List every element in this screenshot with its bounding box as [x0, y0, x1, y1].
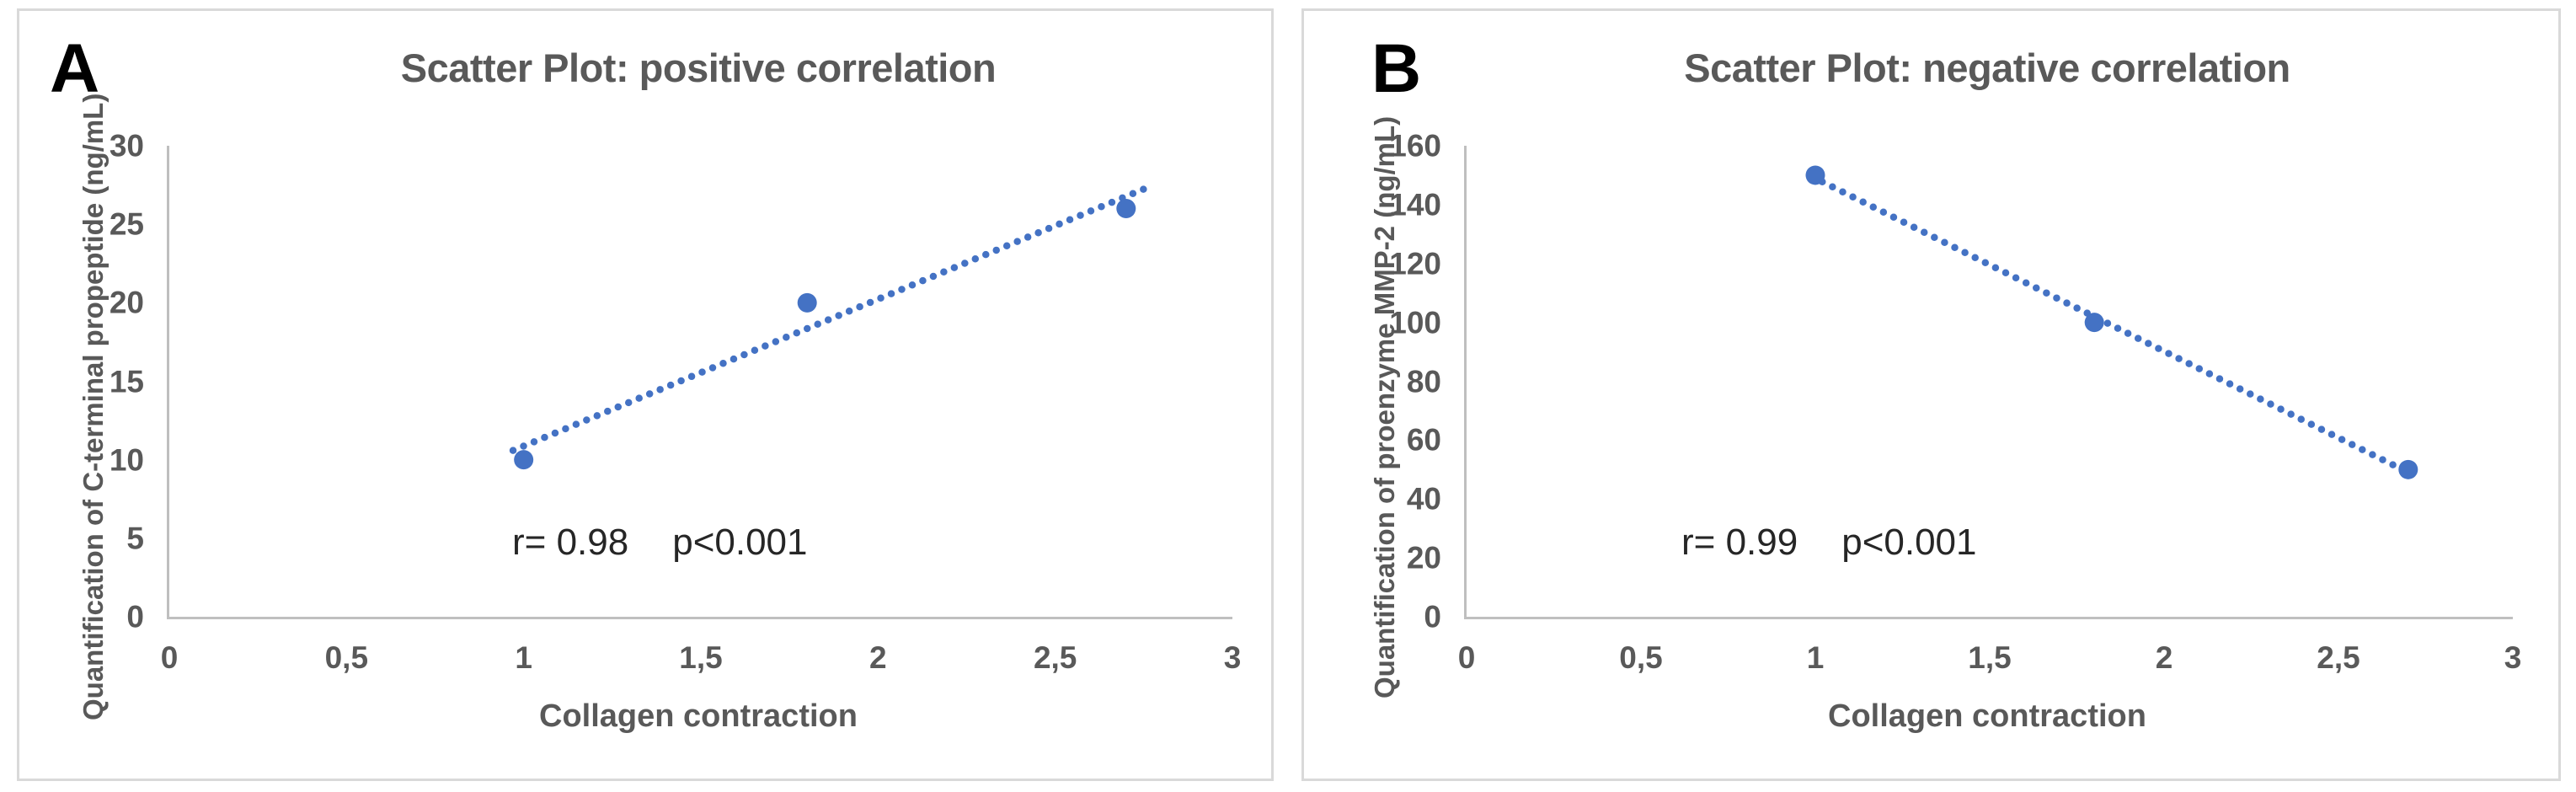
- y-tick-label: 30: [109, 128, 144, 163]
- data-point-marker: [2084, 313, 2104, 333]
- scatter-series: [1805, 165, 2418, 479]
- y-tick-label: 5: [126, 521, 144, 556]
- y-tick-label: 15: [109, 364, 144, 399]
- panel-b-plot-area: 0 20 40 60 80 100 120 140 160 0 0,5 1 1,5 2 2,5 3: [1389, 131, 2521, 674]
- panel-a-stats-annotation: r= 0.98 p<0.001: [512, 521, 808, 565]
- data-point-marker: [2398, 459, 2418, 479]
- x-tick-label: 3: [2504, 640, 2522, 675]
- x-tick-label: 2: [2155, 640, 2173, 675]
- panel-a-plot-area: 0 5 10 15 20 25 30 0 0,5 1 1,5 2 2,5 3: [110, 131, 1241, 674]
- data-point-marker: [1805, 165, 1825, 185]
- y-tick-label: 140: [1389, 187, 1441, 222]
- y-tick-label: 25: [109, 206, 144, 242]
- data-point-marker: [514, 450, 534, 470]
- y-tick-label: 80: [1406, 364, 1441, 399]
- data-point-marker: [1116, 199, 1136, 219]
- y-tick-label: 20: [1406, 540, 1441, 575]
- panel-a-p-value: p<0.001: [672, 522, 808, 563]
- y-tick-label: 160: [1389, 128, 1441, 163]
- y-tick-label: 60: [1406, 422, 1441, 458]
- trendline-dotted: [509, 184, 1152, 454]
- y-tick-label: 0: [126, 599, 144, 634]
- x-tick-label: 1: [515, 640, 532, 675]
- panel-b-chart-title: Scatter Plot: negative correlation: [1684, 45, 2290, 90]
- panel-b-p-value: p<0.001: [1841, 522, 1977, 563]
- panel-b-label: B: [1371, 30, 1422, 107]
- x-tick-label: 2,5: [1033, 640, 1077, 675]
- x-tick-label: 2,5: [2317, 640, 2360, 675]
- panel-a-x-axis-title: Collagen contraction: [539, 698, 858, 734]
- x-tick-label: 2: [869, 640, 887, 675]
- data-point-marker: [797, 292, 817, 313]
- y-tick-label: 40: [1406, 481, 1441, 516]
- panel-b-x-axis-title: Collagen contraction: [1828, 698, 2146, 734]
- x-tick-label: 0,5: [1619, 640, 1663, 675]
- x-tick-label: 0,5: [324, 640, 369, 675]
- panel-b-r-value: r= 0.99: [1681, 522, 1798, 563]
- panel-a: A Scatter Plot: positive correlation Qua…: [17, 8, 1274, 781]
- x-tick-label: 1,5: [1968, 640, 2012, 675]
- scatter-series: [509, 184, 1152, 470]
- trendline-dotted: [1819, 178, 2405, 473]
- panel-b: B Scatter Plot: negative correlation Qua…: [1301, 8, 2561, 781]
- panel-a-label: A: [50, 30, 100, 107]
- x-tick-label: 0: [160, 640, 179, 675]
- y-tick-label: 120: [1389, 246, 1441, 281]
- x-tick-label: 1: [1806, 640, 1825, 675]
- panel-a-r-value: r= 0.98: [512, 522, 629, 563]
- panel-b-stats-annotation: r= 0.99 p<0.001: [1681, 521, 1977, 565]
- x-tick-label: 1,5: [679, 640, 723, 675]
- y-tick-label: 100: [1389, 305, 1441, 340]
- x-tick-label: 0: [1457, 640, 1476, 675]
- panel-a-chart-title: Scatter Plot: positive correlation: [400, 45, 997, 90]
- x-tick-label: 3: [1223, 640, 1242, 675]
- y-tick-label: 20: [109, 285, 144, 320]
- y-tick-label: 10: [109, 442, 144, 478]
- y-tick-label: 0: [1424, 599, 1441, 634]
